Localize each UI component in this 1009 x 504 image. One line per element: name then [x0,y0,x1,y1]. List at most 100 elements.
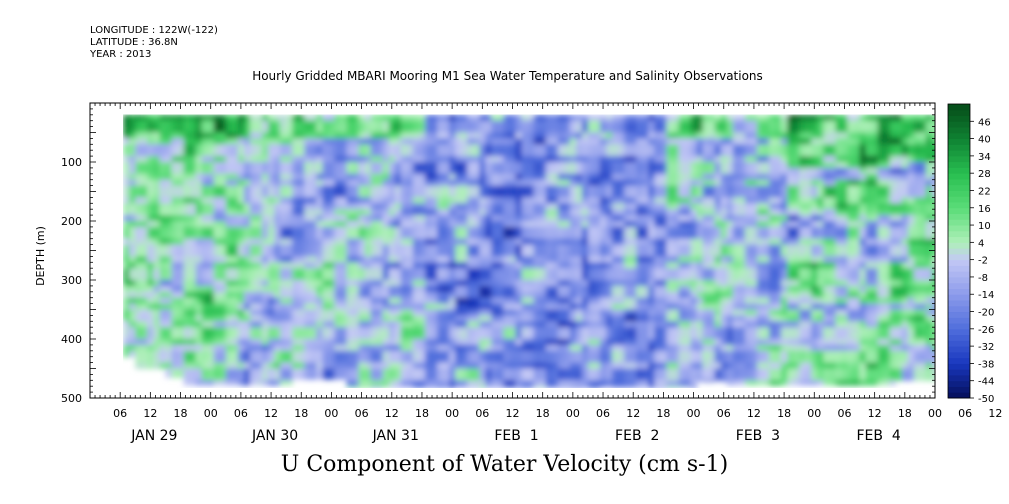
heatmap-cell [292,126,299,134]
heatmap-cell [268,321,275,328]
heatmap-cell [334,120,341,128]
heatmap-cell [334,256,341,263]
heatmap-cell [207,356,215,364]
heatmap-cell [738,327,746,334]
heatmap-cell [563,362,571,370]
heatmap-cell [141,144,148,151]
heatmap-cell [213,144,221,151]
heatmap-cell [684,303,692,311]
heatmap-cell [750,344,758,352]
heatmap-cell [744,333,752,340]
heatmap-cell [575,315,583,322]
heatmap-cell [473,262,480,269]
heatmap-cell [581,238,589,246]
heatmap-cell [461,280,468,287]
heatmap-cell [268,274,275,281]
heatmap-cell [690,179,698,187]
heatmap-cell [159,262,166,269]
heatmap-cell [720,244,728,252]
heatmap-cell [563,350,571,358]
heatmap-cell [249,144,257,151]
heatmap-cell [720,280,728,287]
heatmap-cell [515,309,523,316]
heatmap-cell [425,285,432,293]
heatmap-cell [533,256,541,263]
heatmap-cell [249,203,257,210]
heatmap-cell [714,297,722,305]
heatmap-cell [165,350,172,358]
heatmap-cell [618,315,625,322]
heatmap-cell [352,327,360,334]
heatmap-cell [660,162,667,169]
heatmap-cell [189,380,197,386]
heatmap-cell [763,250,770,257]
heatmap-cell [256,368,263,375]
heatmap-cell [636,179,643,187]
heatmap-cell [298,374,305,380]
heatmap-cell [443,232,450,240]
heatmap-cell [606,303,613,311]
heatmap-cell [400,126,408,134]
heatmap-cell [412,274,420,281]
heatmap-cell [243,150,251,157]
heatmap-cell [726,138,734,145]
heatmap-cell [171,238,179,246]
heatmap-cell [654,368,661,375]
heatmap-cell [654,280,661,287]
heatmap-cell [328,309,335,316]
heatmap-cell [412,126,420,134]
heatmap-cell [485,362,492,370]
heatmap-cell [744,150,752,157]
heatmap-cell [551,327,559,334]
heatmap-cell [557,215,565,222]
heatmap-cell [630,368,637,375]
heatmap-cell [431,191,438,198]
heatmap-cell [334,368,341,375]
heatmap-cell [467,156,474,163]
heatmap-cell [237,238,245,246]
heatmap-cell [769,156,776,163]
heatmap-cell [431,132,438,139]
heatmap-cell [418,303,426,311]
heatmap-cell [551,203,559,210]
heatmap-cell [376,350,384,358]
heatmap-cell [340,333,348,340]
heatmap-cell [129,132,136,139]
heatmap-cell [256,144,263,151]
heatmap-cell [497,244,504,252]
heatmap-cell [425,386,432,388]
heatmap-cell [141,167,148,175]
heatmap-cell [636,114,643,122]
heatmap-cell [696,126,704,134]
longitude-label: LONGITUDE : 122W(-122) [90,25,218,36]
heatmap-cell [352,203,360,210]
heatmap-cell [624,173,631,181]
heatmap-cell [364,244,372,252]
heatmap-cell [243,173,251,181]
heatmap-cell [316,309,323,316]
heatmap-cell [443,132,450,139]
heatmap-cell [503,374,510,381]
heatmap-cell [521,179,529,187]
heatmap-cell [557,114,565,122]
heatmap-cell [274,226,281,234]
heatmap-cell [515,209,523,216]
heatmap-cell [769,232,776,240]
heatmap-cell [527,238,535,246]
heatmap-cell [467,221,474,228]
heatmap-cell [551,356,559,364]
heatmap-cell [316,191,323,198]
heatmap-cell [201,167,209,175]
heatmap-cell [714,150,722,157]
heatmap-cell [750,221,758,228]
heatmap-cell [177,226,185,234]
heatmap-cell [388,179,396,187]
heatmap-cell [298,215,305,222]
heatmap-cell [237,344,245,352]
heatmap-cell [171,262,179,269]
heatmap-cell [443,268,450,275]
heatmap-cell [370,350,378,358]
heatmap-cell [769,368,776,375]
heatmap-cell [714,173,722,181]
heatmap-cell [449,144,456,151]
